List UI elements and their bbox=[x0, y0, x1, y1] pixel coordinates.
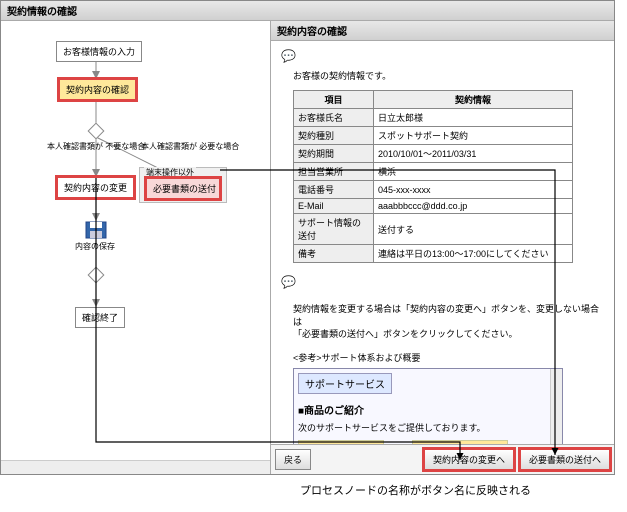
speech-icon: 💬 bbox=[281, 49, 604, 63]
service-desc: 次のサポートサービスをご提供しております。 bbox=[298, 421, 558, 434]
change-button[interactable]: 契約内容の変更へ bbox=[424, 449, 514, 470]
flow-decision-2 bbox=[88, 267, 105, 284]
service-box: サポートサービス ■商品のご紹介 次のサポートサービスをご提供しております。 サ… bbox=[293, 368, 563, 444]
flow-label-save: 内容の保存 bbox=[75, 241, 115, 252]
note-text: 契約情報を変更する場合は「契約内容の変更へ」ボタンを、変更しない場合は 「必要書… bbox=[293, 303, 604, 341]
left-pane: お客様情報の入力 契約内容の確認 本人確認書類が 不要な場合 本人確認書類が 必… bbox=[1, 21, 271, 474]
right-title: 契約内容の確認 bbox=[271, 21, 614, 41]
service-tab[interactable]: サポートサービス bbox=[298, 373, 392, 394]
service-btn-2[interactable]: 24時間サポート契約 bbox=[412, 440, 508, 444]
app-window: 契約情報の確認 bbox=[0, 0, 615, 475]
flow-branch-right: 本人確認書類が 必要な場合 bbox=[141, 141, 239, 152]
flow-node-end[interactable]: 確認終了 bbox=[75, 307, 125, 328]
footer: 戻る 契約内容の変更へ 必要書類の送付へ bbox=[271, 444, 614, 474]
window-title: 契約情報の確認 bbox=[1, 1, 614, 21]
service-btn-1[interactable]: サポートサービス bbox=[298, 440, 384, 444]
scrollbar-h[interactable] bbox=[1, 460, 270, 474]
flow-node-change[interactable]: 契約内容の変更 bbox=[57, 177, 134, 198]
flowchart: お客様情報の入力 契約内容の確認 本人確認書類が 不要な場合 本人確認書類が 必… bbox=[1, 21, 270, 460]
intro-text: お客様の契約情報です。 bbox=[293, 69, 604, 82]
scrollbar-v[interactable] bbox=[550, 369, 562, 444]
send-button[interactable]: 必要書類の送付へ bbox=[520, 449, 610, 470]
disk-icon bbox=[85, 221, 107, 239]
contract-table: 項目契約情報 お客様氏名日立太郎様 契約種別スポットサポート契約 契約期間201… bbox=[293, 90, 573, 263]
back-button[interactable]: 戻る bbox=[275, 449, 311, 470]
flow-group: 端末操作以外 必要書類の送付 bbox=[139, 167, 227, 203]
caption: プロセスノードの名称がボタン名に反映される bbox=[300, 482, 531, 498]
service-head: ■商品のご紹介 bbox=[298, 402, 558, 417]
flow-node-send[interactable]: 必要書類の送付 bbox=[146, 178, 220, 199]
flow-node-input[interactable]: お客様情報の入力 bbox=[56, 41, 142, 62]
flow-branch-left: 本人確認書類が 不要な場合 bbox=[47, 141, 145, 152]
right-pane: 契約内容の確認 💬 お客様の契約情報です。 項目契約情報 お客様氏名日立太郎様 … bbox=[271, 21, 614, 474]
flow-decision bbox=[88, 123, 105, 140]
ref-text: <参考>サポート体系および概要 bbox=[293, 351, 604, 364]
flow-node-confirm[interactable]: 契約内容の確認 bbox=[59, 79, 136, 100]
speech-icon-2: 💬 bbox=[281, 275, 604, 289]
